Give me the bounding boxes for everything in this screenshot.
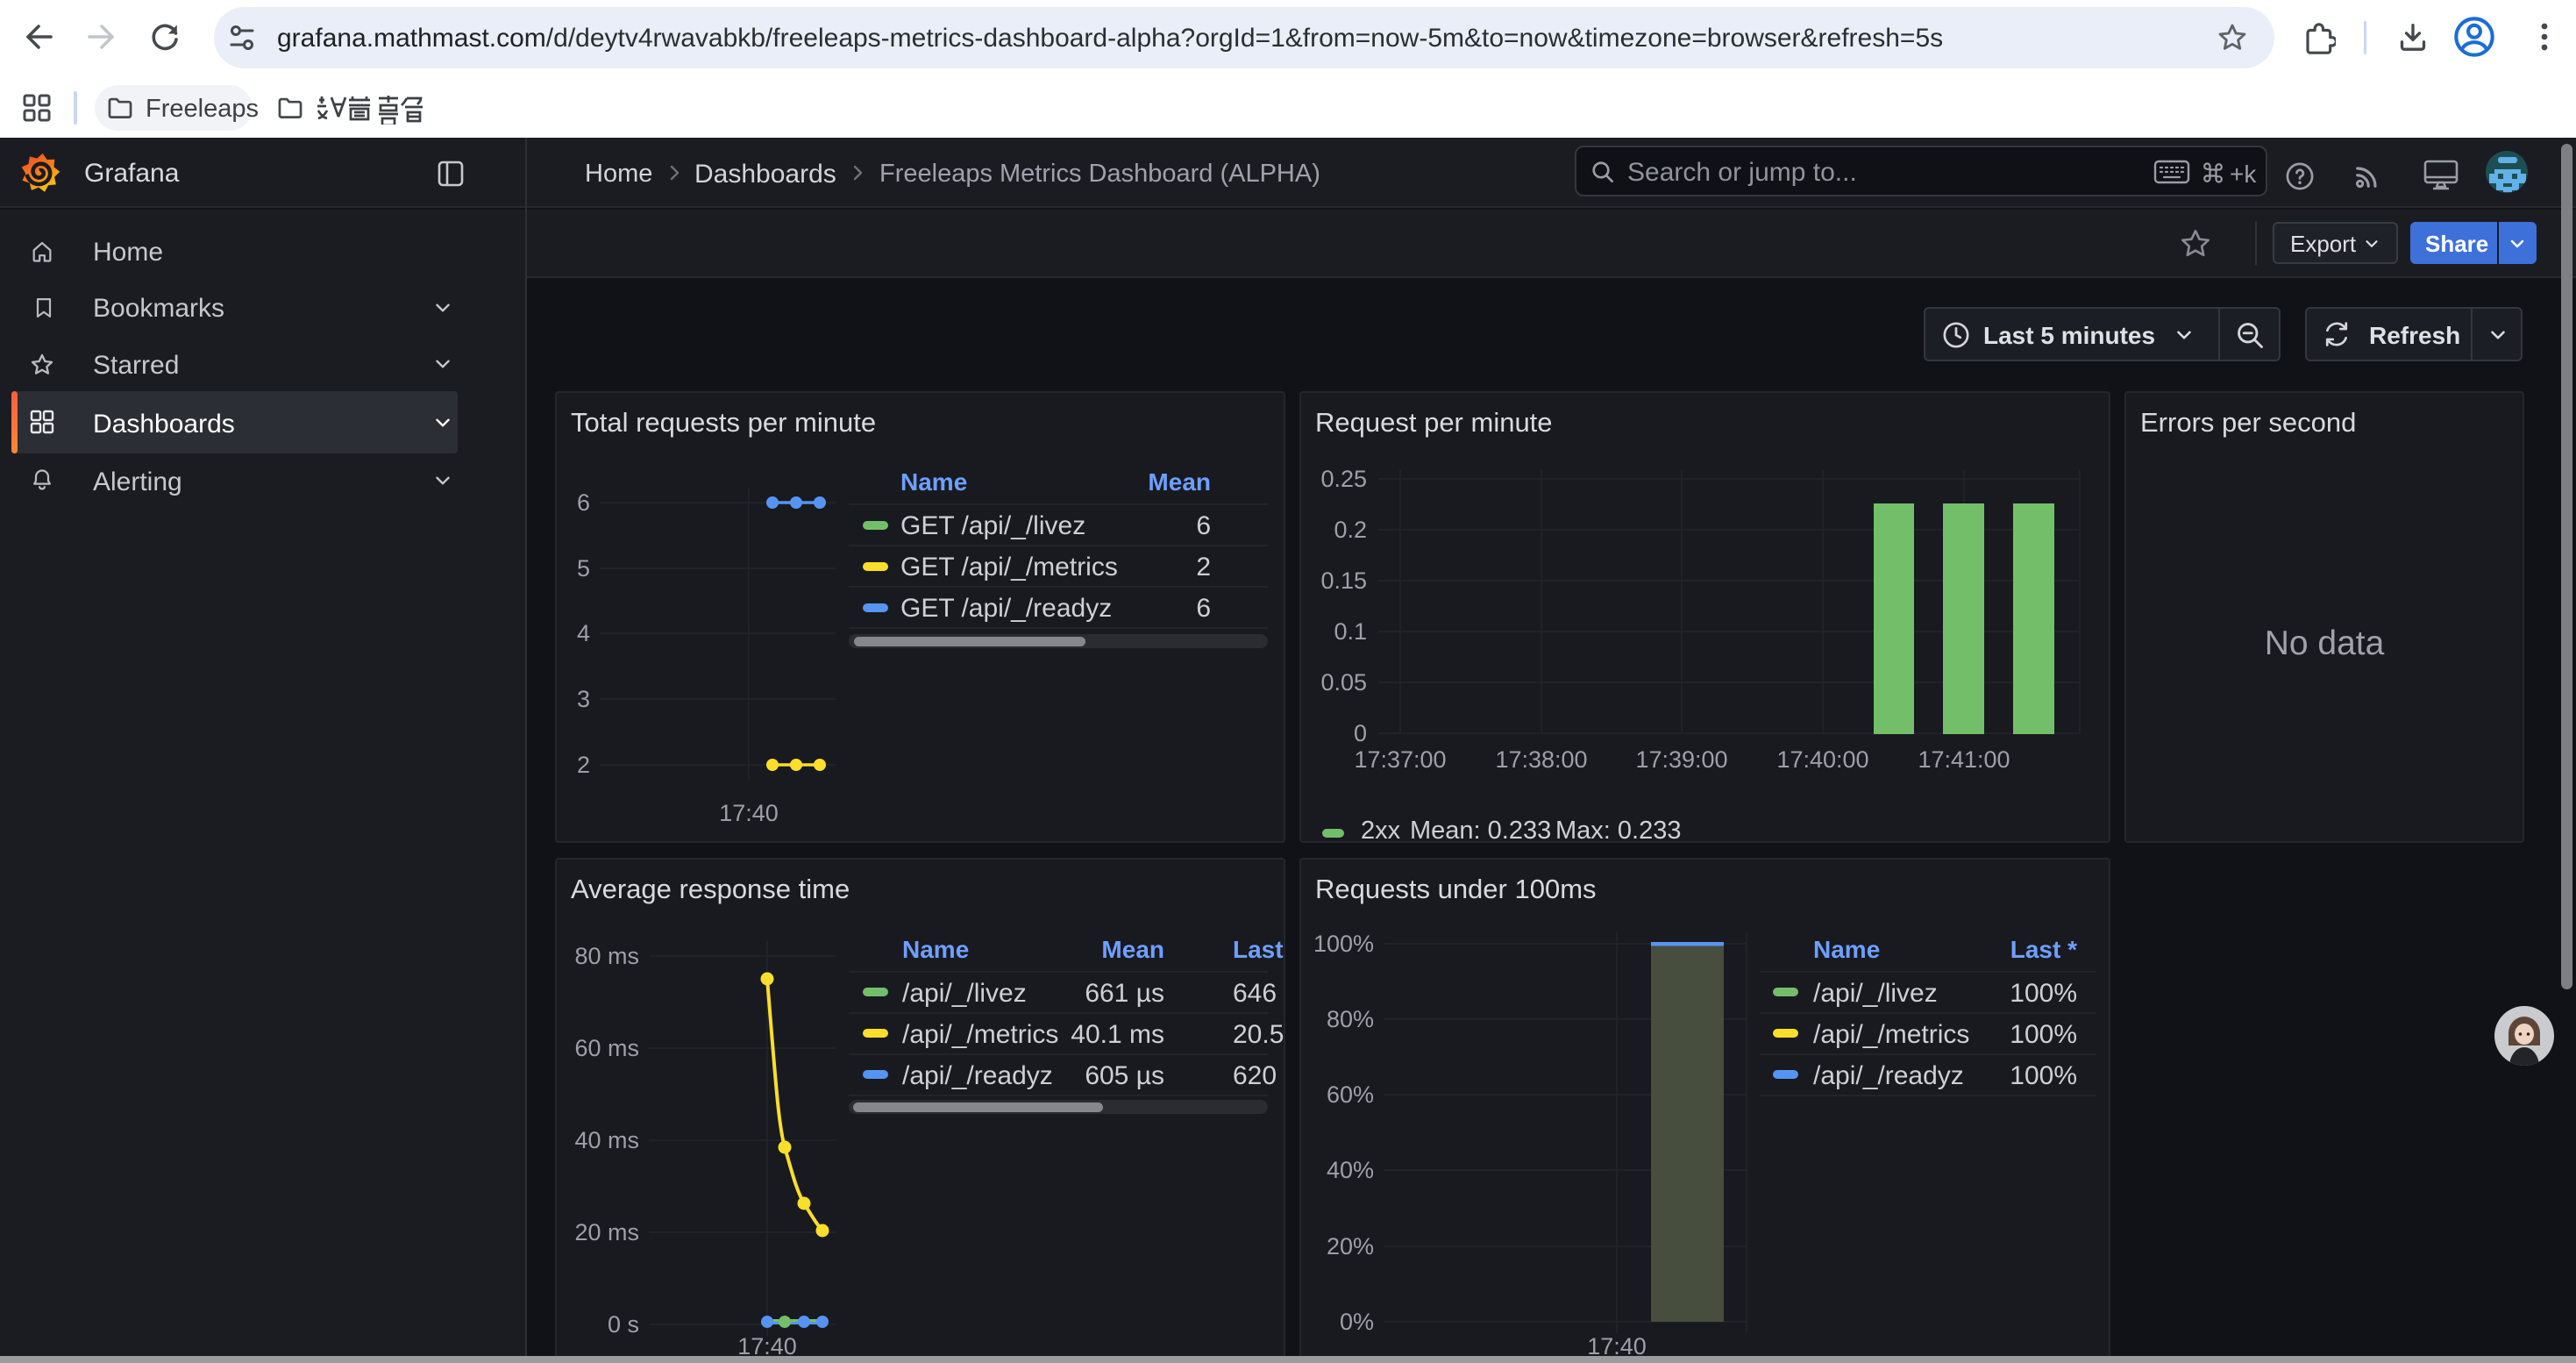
svg-text:17:38:00: 17:38:00 (1495, 746, 1587, 773)
svg-text:605 µs: 605 µs (1085, 1061, 1164, 1090)
svg-text:Mean: Mean (1148, 468, 1211, 496)
svg-text:GET /api/_/readyz: GET /api/_/readyz (900, 594, 1112, 623)
svg-text:620: 620 (1233, 1061, 1277, 1090)
svg-text:80 ms: 80 ms (574, 943, 639, 969)
svg-text:20%: 20% (1327, 1233, 1374, 1260)
svg-text:0.1: 0.1 (1334, 618, 1367, 645)
svg-text:Name: Name (900, 468, 967, 496)
svg-text:40%: 40% (1327, 1157, 1374, 1183)
svg-text:17:40: 17:40 (737, 1333, 797, 1359)
svg-text:4: 4 (577, 620, 590, 646)
svg-text:100%: 100% (2010, 1061, 2077, 1090)
svg-text:6: 6 (577, 489, 590, 516)
svg-text:661 µs: 661 µs (1085, 979, 1164, 1008)
svg-text:20 ms: 20 ms (574, 1219, 639, 1245)
svg-text:0.05: 0.05 (1320, 669, 1367, 696)
svg-text:Last *: Last * (2010, 936, 2077, 963)
svg-text:GET /api/_/metrics: GET /api/_/metrics (900, 553, 1118, 582)
svg-text:Last *: Last * (1233, 936, 1285, 963)
svg-text:Max: 0.233: Max: 0.233 (1555, 817, 1681, 843)
svg-text:/api/_/readyz: /api/_/readyz (902, 1061, 1053, 1090)
svg-text:100%: 100% (2010, 979, 2077, 1008)
svg-text:40.1 ms: 40.1 ms (1071, 1020, 1164, 1049)
svg-text:Mean: Mean (1101, 936, 1164, 963)
svg-text:646: 646 (1233, 979, 1277, 1008)
svg-text:/api/_/metrics: /api/_/metrics (902, 1020, 1058, 1049)
svg-text:/api/_/livez: /api/_/livez (902, 979, 1027, 1008)
svg-text:Name: Name (1813, 936, 1880, 963)
svg-text:Name: Name (902, 936, 969, 963)
svg-text:100%: 100% (1313, 931, 1374, 957)
svg-text:0 s: 0 s (608, 1311, 639, 1338)
svg-text:60%: 60% (1327, 1081, 1374, 1108)
svg-text:17:40: 17:40 (719, 800, 779, 826)
svg-text:17:41:00: 17:41:00 (1918, 746, 2010, 773)
svg-text:2xx: 2xx (1361, 817, 1401, 843)
svg-text:/api/_/livez: /api/_/livez (1813, 979, 1938, 1008)
svg-text:3: 3 (577, 686, 590, 712)
svg-text:17:39:00: 17:39:00 (1635, 746, 1727, 773)
svg-text:40 ms: 40 ms (574, 1127, 639, 1153)
svg-text:20.5 r: 20.5 r (1233, 1020, 1285, 1049)
svg-text:2: 2 (577, 752, 590, 778)
svg-text:/api/_/readyz: /api/_/readyz (1813, 1061, 1964, 1090)
svg-text:5: 5 (577, 555, 590, 582)
svg-text:60 ms: 60 ms (574, 1035, 639, 1061)
svg-text:0.25: 0.25 (1320, 466, 1367, 492)
svg-text:80%: 80% (1327, 1006, 1374, 1032)
svg-text:/api/_/metrics: /api/_/metrics (1813, 1020, 1969, 1049)
svg-text:0%: 0% (1340, 1309, 1374, 1335)
svg-text:6: 6 (1196, 594, 1211, 623)
svg-text:0.2: 0.2 (1334, 517, 1367, 543)
svg-text:17:40: 17:40 (1587, 1333, 1647, 1359)
svg-text:6: 6 (1196, 511, 1211, 540)
svg-text:100%: 100% (2010, 1020, 2077, 1049)
svg-text:2: 2 (1196, 553, 1211, 582)
svg-text:0: 0 (1354, 720, 1367, 746)
svg-text:17:40:00: 17:40:00 (1776, 746, 1868, 773)
svg-text:GET /api/_/livez: GET /api/_/livez (900, 511, 1085, 540)
svg-text:17:37:00: 17:37:00 (1354, 746, 1446, 773)
svg-text:Mean: 0.233: Mean: 0.233 (1410, 817, 1551, 843)
svg-text:0.15: 0.15 (1320, 567, 1367, 594)
